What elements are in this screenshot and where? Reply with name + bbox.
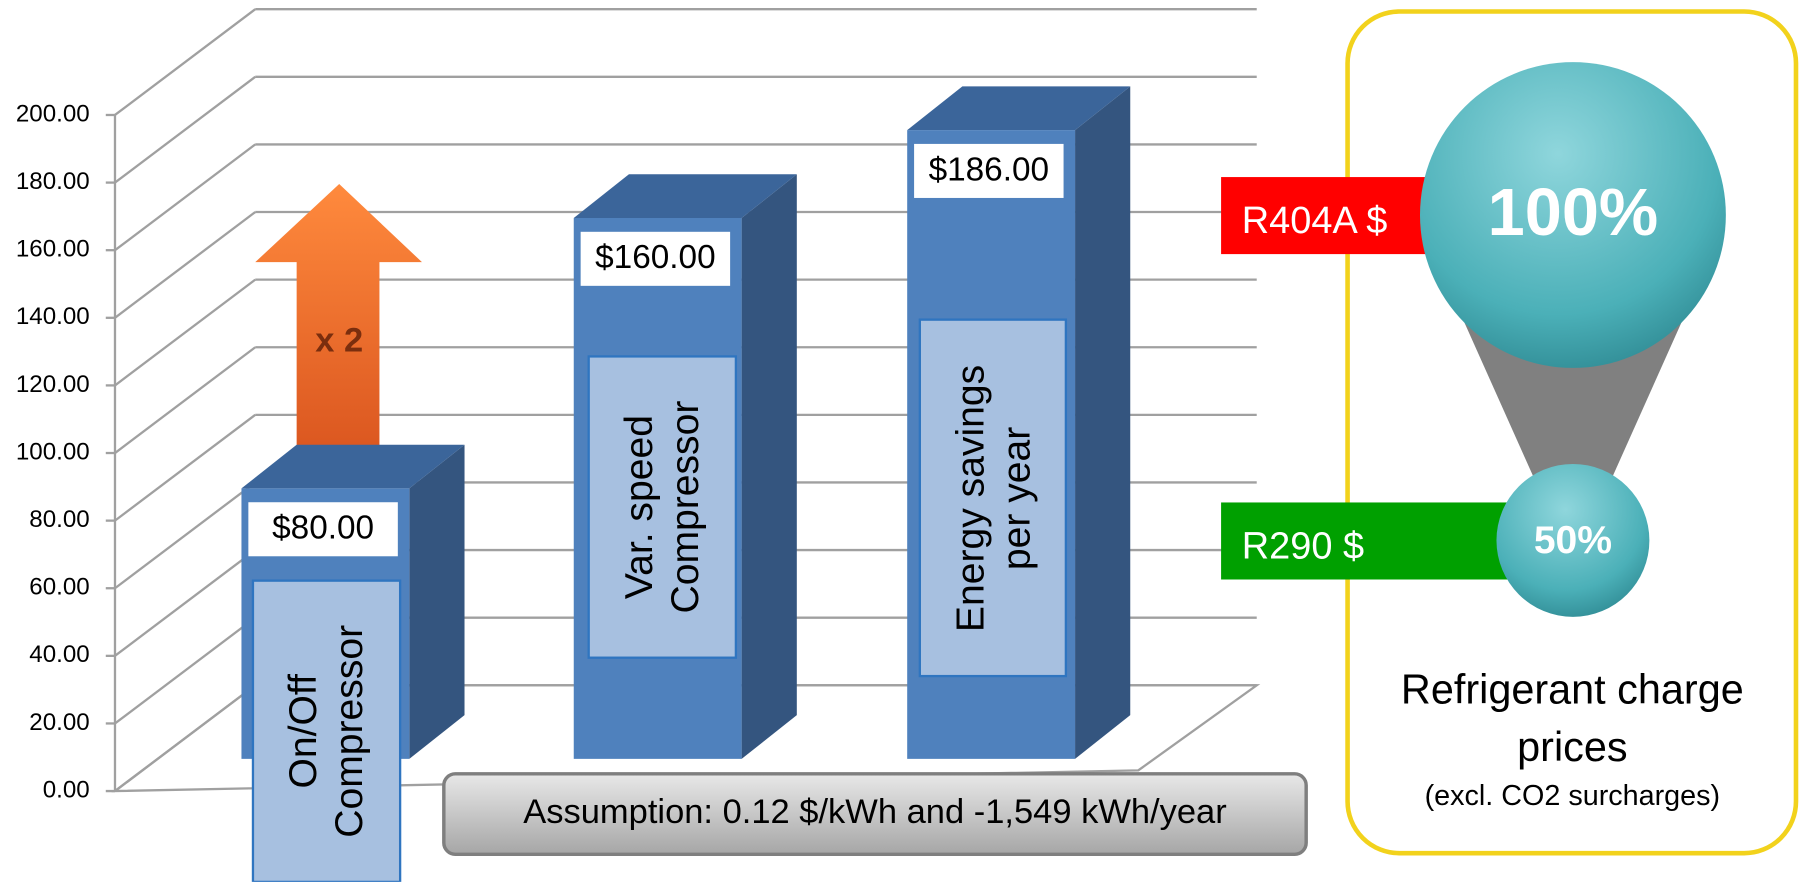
- price-bubble-label: 100%: [1488, 176, 1659, 250]
- panel-frame: [1345, 9, 1799, 856]
- bar-side: [1075, 86, 1131, 759]
- bar-side: [741, 174, 797, 759]
- value-label-box: [580, 231, 731, 286]
- bar-top: [907, 86, 1131, 131]
- arrow: [255, 183, 422, 466]
- price-bubble-label: 50%: [1534, 519, 1612, 562]
- grid-line: [114, 549, 256, 657]
- y-tick-label: 0.00: [43, 776, 90, 803]
- y-tick-label: 100.00: [16, 438, 90, 465]
- category-box: [918, 318, 1068, 678]
- value-label: $186.00: [929, 151, 1049, 188]
- y-tick-label: 120.00: [16, 371, 90, 398]
- grid-line: [114, 346, 256, 454]
- price-tag-label: R290 $: [1242, 525, 1364, 567]
- y-tick-label: 60.00: [29, 574, 89, 601]
- y-tick-label: 40.00: [29, 641, 89, 668]
- panel-note: (excl. CO2 surcharges): [1424, 779, 1721, 812]
- y-tick-label: 200.00: [16, 100, 90, 127]
- assumption: Assumption: 0.12 $/kWh and -1,549 kWh/ye…: [523, 793, 1226, 831]
- y-tick-label: 160.00: [16, 236, 90, 263]
- bar-side: [409, 444, 465, 759]
- panel-title: Refrigerant charge prices: [1400, 665, 1744, 771]
- assumption-box: [442, 772, 1308, 857]
- price-tag: [1221, 502, 1530, 580]
- bar-top: [241, 444, 465, 489]
- y-tick-label: 80.00: [29, 506, 89, 533]
- grid-line: [114, 75, 256, 184]
- category-label: On/Off Compressor: [281, 624, 372, 838]
- category-box: [587, 355, 738, 659]
- category-label: Var. speed Compressor: [617, 400, 708, 614]
- category-box: [251, 579, 402, 882]
- arrow-label: x 2: [315, 322, 363, 360]
- grid-line: [114, 8, 256, 116]
- value-label: $80.00: [272, 510, 374, 547]
- price-tag: [1221, 177, 1438, 255]
- value-label: $160.00: [595, 239, 715, 276]
- y-tick-label: 180.00: [16, 168, 90, 195]
- grid-line: [114, 481, 256, 590]
- grid-line: [114, 616, 256, 725]
- price-bubble: [1420, 62, 1726, 368]
- grid-line: [114, 211, 256, 319]
- y-tick-label: 20.00: [29, 709, 89, 736]
- y-tick-label: 140.00: [16, 303, 90, 330]
- grid-line: [114, 684, 256, 792]
- price-tag-label: R404A $: [1242, 200, 1388, 242]
- grid-line: [114, 413, 256, 522]
- category-label: Energy savings per year: [948, 364, 1038, 632]
- bar-top: [573, 174, 797, 219]
- value-label-box: [248, 502, 398, 557]
- grid-line: [114, 278, 256, 387]
- value-label-box: [914, 143, 1064, 198]
- price-bubble: [1496, 463, 1650, 617]
- grid-line: [114, 143, 256, 252]
